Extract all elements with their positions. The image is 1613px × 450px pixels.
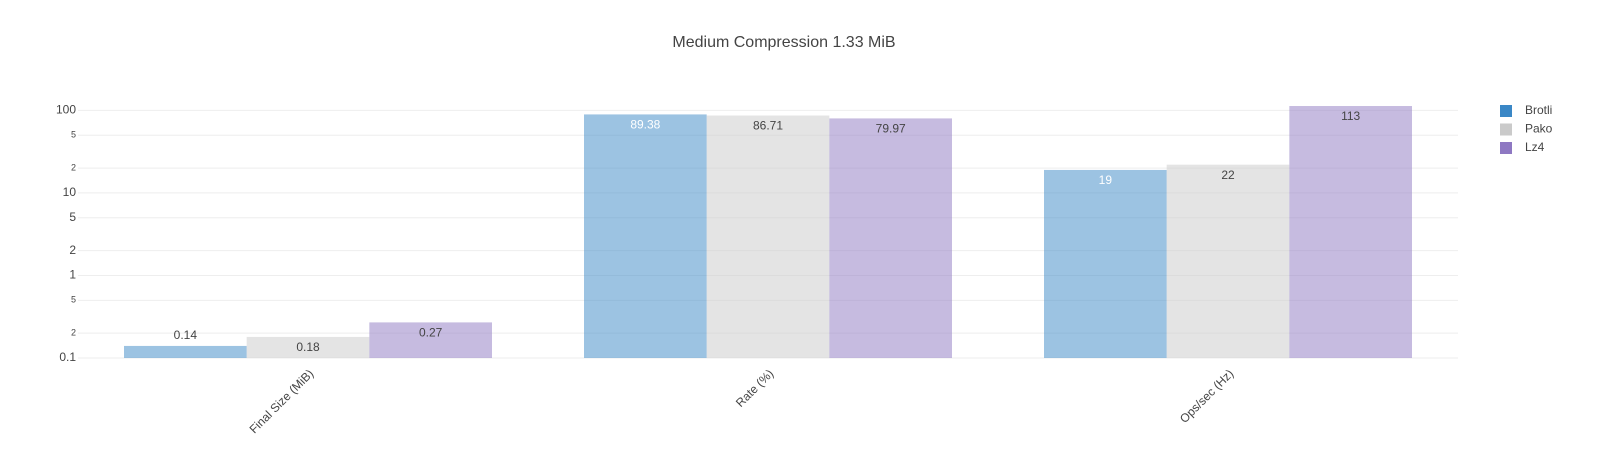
value-label: 89.38 xyxy=(630,118,660,132)
bar xyxy=(829,118,952,359)
legend-swatch xyxy=(1500,123,1512,136)
value-label: 79.97 xyxy=(876,122,906,136)
x-tick-label: Final Size (MiB) xyxy=(247,366,317,436)
bar xyxy=(1044,169,1167,358)
bar xyxy=(246,336,370,358)
value-label: 0.14 xyxy=(174,328,198,342)
x-tick-label: Rate (%) xyxy=(733,366,776,409)
legend-label: Pako xyxy=(1525,122,1553,136)
y-tick-label: 10 xyxy=(63,185,77,199)
legend-label: Brotli xyxy=(1525,103,1552,117)
y-tick-label: 1 xyxy=(69,268,76,282)
value-label: 19 xyxy=(1099,173,1113,187)
bar xyxy=(1289,106,1412,358)
value-label: 22 xyxy=(1221,168,1235,182)
value-label: 0.27 xyxy=(419,326,443,340)
bar xyxy=(1166,164,1290,358)
bar xyxy=(369,322,492,358)
value-label: 86.71 xyxy=(753,119,783,133)
x-tick-label: Ops/sec (Hz) xyxy=(1177,366,1236,425)
legend-label: Lz4 xyxy=(1525,140,1545,154)
y-tick-label: 5 xyxy=(71,295,76,305)
value-label: 0.18 xyxy=(296,340,320,354)
bar xyxy=(124,345,247,358)
y-tick-label: 5 xyxy=(69,210,76,224)
y-tick-label: 2 xyxy=(71,328,76,338)
value-label: 113 xyxy=(1341,109,1360,123)
y-tick-label: 2 xyxy=(69,243,76,257)
y-tick-label: 100 xyxy=(56,103,76,117)
chart-title: Medium Compression 1.33 MiB xyxy=(672,34,895,51)
y-tick-label: 5 xyxy=(71,130,76,140)
y-tick-label: 0.1 xyxy=(59,350,76,364)
bar xyxy=(706,115,830,358)
legend-swatch xyxy=(1500,105,1512,117)
y-tick-label: 2 xyxy=(71,162,76,172)
legend-swatch xyxy=(1500,142,1512,154)
bar xyxy=(584,114,707,358)
